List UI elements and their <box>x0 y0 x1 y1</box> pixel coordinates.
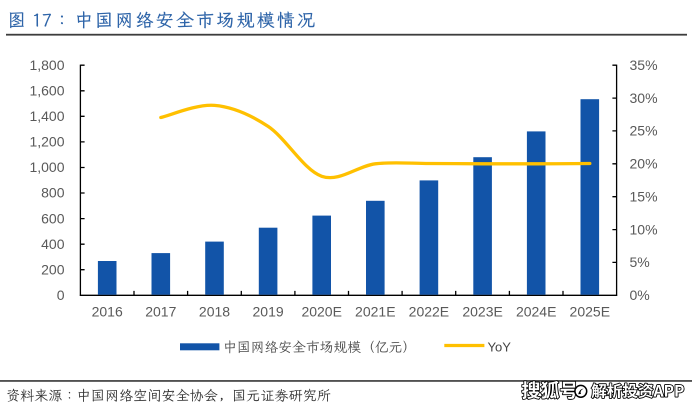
svg-text:1,200: 1,200 <box>29 134 64 150</box>
svg-text:600: 600 <box>41 210 65 226</box>
svg-text:2024E: 2024E <box>516 304 556 320</box>
svg-text:1,000: 1,000 <box>29 159 64 175</box>
svg-text:1,800: 1,800 <box>29 57 64 73</box>
svg-text:1,600: 1,600 <box>29 83 64 99</box>
svg-text:15%: 15% <box>630 188 658 204</box>
svg-text:0%: 0% <box>630 287 650 303</box>
svg-text:10%: 10% <box>630 221 658 237</box>
svg-text:2020E: 2020E <box>301 304 341 320</box>
svg-text:YoY: YoY <box>488 339 512 354</box>
svg-text:0: 0 <box>57 287 65 303</box>
svg-text:20%: 20% <box>630 156 658 172</box>
svg-text:2019: 2019 <box>253 304 284 320</box>
svg-text:400: 400 <box>41 236 65 252</box>
svg-text:2018: 2018 <box>199 304 230 320</box>
svg-text:2022E: 2022E <box>409 304 449 320</box>
svg-text:200: 200 <box>41 261 65 277</box>
svg-text:2021E: 2021E <box>355 304 395 320</box>
svg-text:2025E: 2025E <box>570 304 610 320</box>
svg-text:2016: 2016 <box>92 304 123 320</box>
svg-text:5%: 5% <box>630 254 650 270</box>
svg-text:1,400: 1,400 <box>29 108 64 124</box>
svg-text:30%: 30% <box>630 90 658 106</box>
svg-text:2023E: 2023E <box>462 304 502 320</box>
svg-text:25%: 25% <box>630 123 658 139</box>
svg-text:800: 800 <box>41 185 65 201</box>
svg-text:2017: 2017 <box>145 304 176 320</box>
svg-text:35%: 35% <box>630 57 658 73</box>
